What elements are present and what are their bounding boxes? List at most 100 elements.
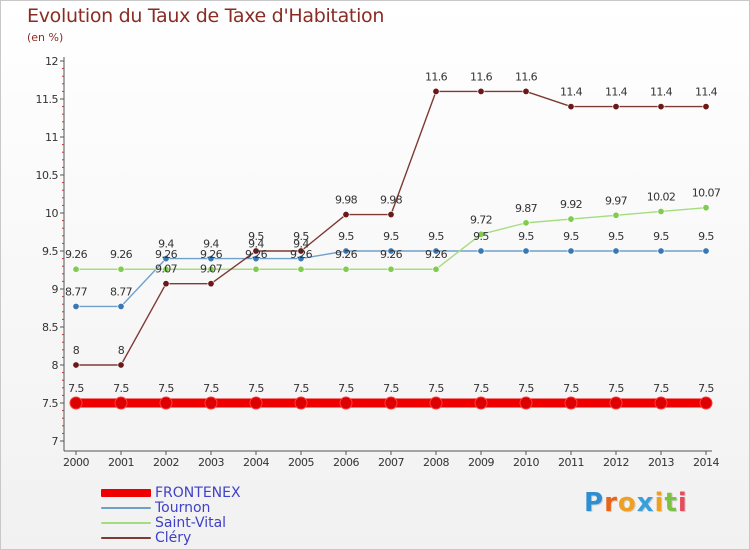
data-label: 9.87 [515, 202, 538, 215]
y-tick-label: 12 [45, 55, 58, 68]
data-label: 9.26 [200, 248, 223, 261]
data-label: 10.07 [692, 187, 721, 200]
data-point [72, 361, 80, 369]
data-label: 9.5 [563, 230, 579, 243]
legend-swatch-saint-vital [101, 522, 151, 524]
y-tick-label: 9.5 [42, 245, 58, 258]
data-label: 7.5 [473, 382, 489, 395]
data-point [657, 207, 665, 215]
data-point [564, 396, 578, 410]
data-point [117, 302, 125, 310]
y-tick-label: 7 [52, 435, 59, 448]
data-label: 9.97 [605, 194, 628, 207]
data-point [702, 103, 710, 111]
data-point [117, 361, 125, 369]
x-tick-label: 2013 [648, 456, 674, 469]
data-label: 9.26 [335, 248, 358, 261]
data-label: 7.5 [428, 382, 444, 395]
data-label: 11.6 [515, 70, 538, 83]
data-label: 9.26 [110, 248, 133, 261]
data-point [702, 247, 710, 255]
data-label: 9.26 [245, 248, 268, 261]
data-label: 11.6 [425, 70, 448, 83]
data-point [294, 396, 308, 410]
data-label: 9.26 [290, 248, 313, 261]
data-point [387, 265, 395, 273]
data-point [432, 247, 440, 255]
data-label: 9.5 [338, 230, 354, 243]
x-tick-label: 2004 [243, 456, 269, 469]
data-label: 11.6 [470, 70, 493, 83]
data-point [297, 265, 305, 273]
legend-label-saint-vital: Saint-Vital [155, 515, 227, 531]
data-point [339, 396, 353, 410]
data-label: 9.07 [155, 263, 178, 276]
data-point [162, 280, 170, 288]
data-label: 9.4 [248, 238, 264, 251]
data-point [567, 103, 575, 111]
data-point [162, 255, 170, 263]
data-label: 9.92 [560, 198, 582, 211]
data-point [387, 247, 395, 255]
logo-letter: P [584, 488, 605, 518]
data-point [474, 396, 488, 410]
data-point [207, 280, 215, 288]
x-tick-label: 2014 [693, 456, 719, 469]
data-point [522, 247, 530, 255]
data-point [204, 396, 218, 410]
data-label: 9.5 [653, 230, 669, 243]
data-label: 9.5 [383, 230, 399, 243]
data-label: 7.5 [383, 382, 399, 395]
legend-swatch-clery [101, 537, 151, 539]
x-tick-label: 2010 [513, 456, 539, 469]
data-label: 9.98 [380, 194, 403, 207]
data-label: 9.72 [470, 213, 492, 226]
legend-label-clery: Cléry [155, 530, 192, 546]
data-point [69, 396, 83, 410]
y-tick-label: 10.5 [36, 169, 59, 182]
y-tick-label: 8.5 [42, 321, 58, 334]
data-label: 7.5 [608, 382, 624, 395]
data-point [387, 211, 395, 219]
data-label: 9.5 [248, 230, 264, 243]
legend-swatch-frontenex [101, 489, 151, 497]
data-label: 11.4 [560, 86, 583, 99]
data-label: 9.26 [65, 248, 88, 261]
data-point [384, 396, 398, 410]
data-point [567, 215, 575, 223]
data-point [342, 247, 350, 255]
data-label: 7.5 [293, 382, 309, 395]
data-label: 9.4 [158, 238, 174, 251]
data-label: 11.4 [605, 86, 628, 99]
x-tick-label: 2001 [108, 456, 134, 469]
data-label: 8.77 [110, 285, 133, 298]
data-point [609, 396, 623, 410]
data-label: 7.5 [338, 382, 354, 395]
data-point [72, 302, 80, 310]
data-point [114, 396, 128, 410]
data-point [207, 255, 215, 263]
data-label: 9.07 [200, 263, 223, 276]
data-label: 9.5 [518, 230, 534, 243]
data-point [657, 103, 665, 111]
data-label: 9.26 [425, 248, 448, 261]
y-tick-label: 8 [52, 359, 59, 372]
series-line [76, 90, 706, 366]
data-point [207, 265, 215, 273]
data-point [252, 247, 260, 255]
data-label: 9.5 [473, 230, 489, 243]
data-label: 7.5 [518, 382, 534, 395]
data-point [432, 87, 440, 95]
proxiti-logo: Proxiti [584, 488, 688, 518]
x-tick-label: 2003 [198, 456, 224, 469]
x-tick-label: 2007 [378, 456, 404, 469]
logo-letter: o [617, 488, 637, 518]
data-point [654, 396, 668, 410]
data-point [249, 396, 263, 410]
data-point [297, 255, 305, 263]
y-tick-label: 7.5 [42, 397, 58, 410]
logo-letter: r [604, 488, 618, 518]
data-point [702, 204, 710, 212]
data-point [519, 396, 533, 410]
